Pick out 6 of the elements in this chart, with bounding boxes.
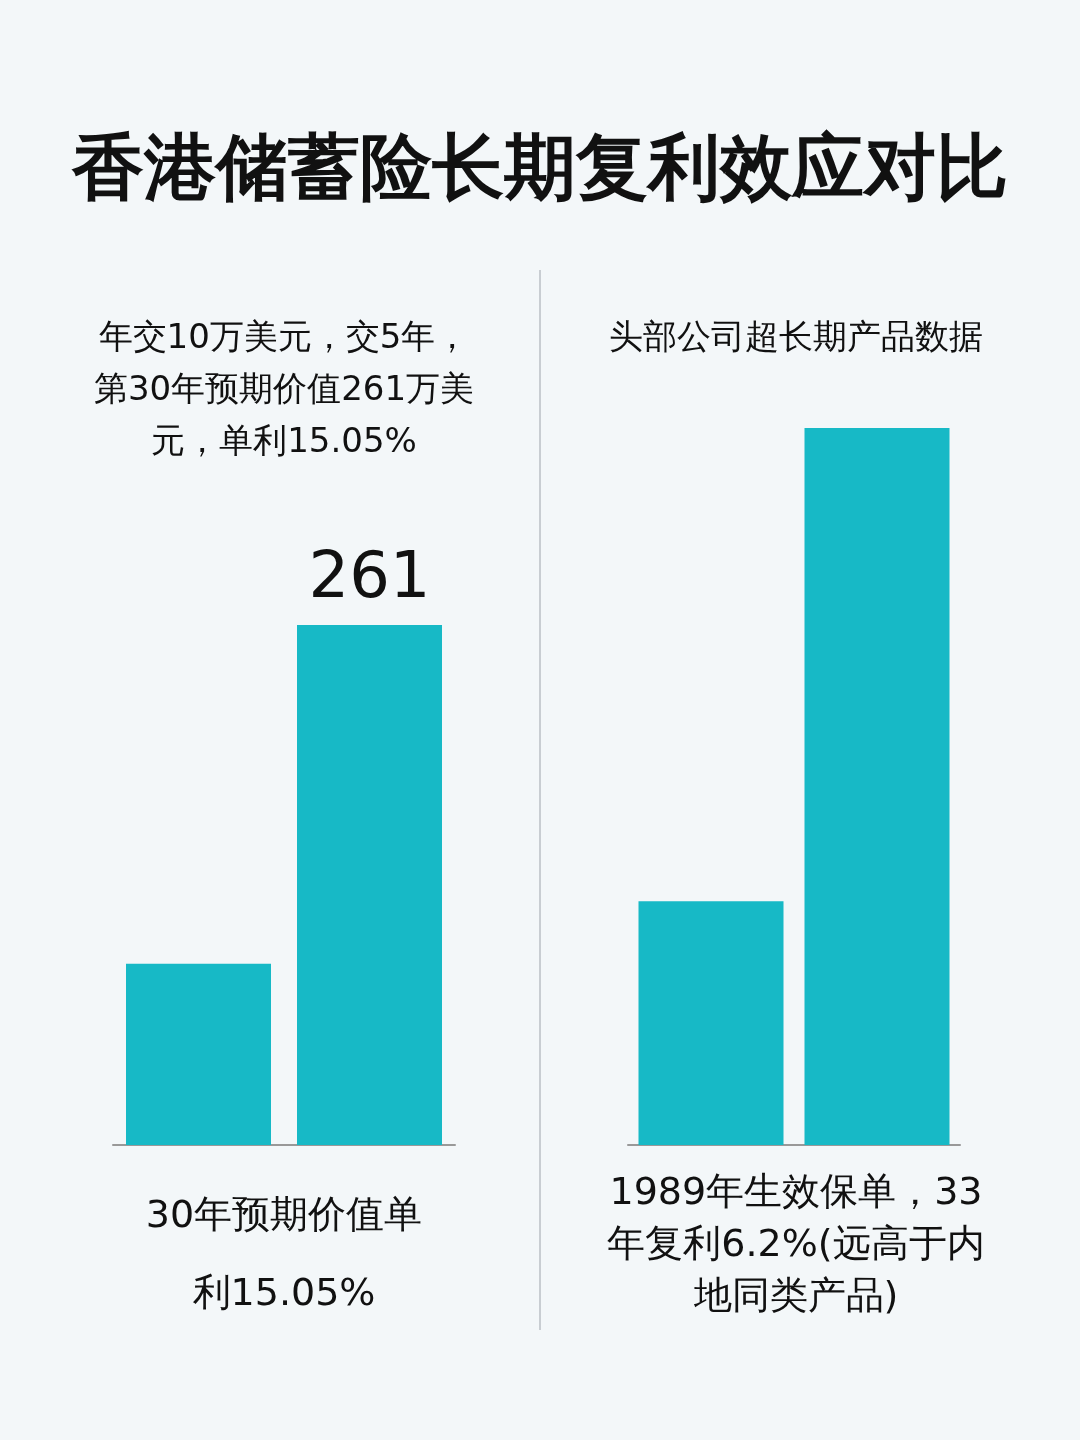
chart-subtitle: 头部公司超长期产品数据 xyxy=(608,315,984,358)
text: 30年预期价值单利15.05% xyxy=(144,1191,424,1316)
data-label: 261 xyxy=(308,538,431,612)
text: 1989年生效保单，33年复利6.2%(远高于内地同类产品) xyxy=(606,1168,986,1319)
chart-title: 香港储蓄险长期复利效应对比 xyxy=(70,124,1009,211)
chart-subtitle: 年交10万美元，交5年，第30年预期价值261万美元，单利15.05% xyxy=(92,315,476,462)
